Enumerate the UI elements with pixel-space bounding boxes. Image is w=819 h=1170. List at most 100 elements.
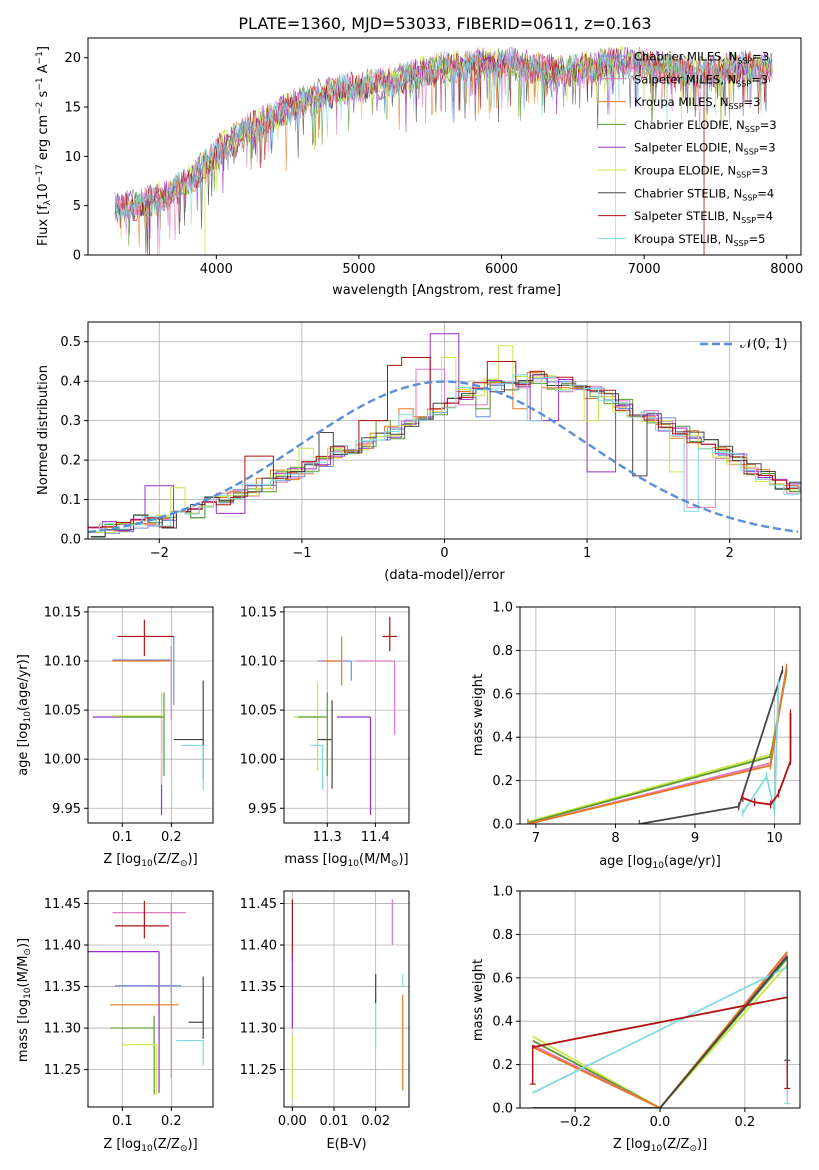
y-tick-label: 11.35 — [44, 980, 81, 995]
weight-line-chabrier_stelib — [639, 669, 784, 824]
x-tick-label: 0.2 — [161, 1114, 182, 1129]
x-axis-label-part: (Z/Z — [153, 852, 180, 867]
axes-frame — [87, 890, 214, 1108]
legend-sub: SSP — [734, 239, 749, 248]
legend-sub: SSP — [737, 57, 752, 66]
y-axis-label-sub: 10 — [23, 711, 33, 723]
y-tick-label: 0.4 — [492, 731, 513, 746]
x-tick-label: 11.4 — [361, 830, 390, 845]
x-axis-label-part: )] — [697, 1137, 707, 1152]
legend-entry: Kroupa ELODIE, NSSP=3 — [634, 164, 768, 180]
histogram-kroupa_miles — [88, 372, 801, 533]
y-tick-label: 10.15 — [44, 605, 81, 620]
legend-sub: SSP — [736, 79, 751, 88]
x-axis-label-sub: ⊙ — [180, 1144, 188, 1154]
legend-sub: SSP — [736, 171, 751, 180]
x-axis-label: age [log10(age/yr)] — [599, 854, 721, 871]
y-tick-label: 11.45 — [240, 897, 277, 912]
y-tick-label: 11.40 — [240, 939, 277, 954]
x-axis-label-sub: 10 — [141, 859, 153, 869]
weight-line-chabrier_stelib — [532, 955, 788, 1108]
x-tick-label: 6000 — [485, 262, 518, 277]
x-axis-label: mass [log10(M/M⊙)] — [284, 852, 408, 869]
histogram-salpeter_stelib — [88, 357, 801, 528]
x-tick-label: 0.1 — [112, 830, 133, 845]
y-axis-label-part: ] — [36, 46, 51, 51]
legend-entry: Salpeter MILES, NSSP=3 — [634, 72, 768, 88]
x-axis-label: Z [log10(Z/Z⊙)] — [613, 1137, 707, 1154]
plot-area — [291, 899, 404, 1099]
y-tick-label: 0.0 — [492, 1102, 513, 1117]
plot-area — [293, 616, 397, 816]
y-tick-label: 0.4 — [492, 1015, 513, 1030]
y-tick-label: 11.30 — [240, 1022, 277, 1037]
weight-line-kroupa_stelib — [532, 966, 788, 1094]
histogram-salpeter_elodie — [88, 333, 801, 531]
y-axis-label: age [log10(age/yr)] — [16, 654, 33, 776]
x-axis-label: E(B-V) — [326, 1137, 366, 1152]
x-tick-label: 11.3 — [313, 830, 342, 845]
y-axis-label: Normed distribution — [36, 365, 51, 495]
x-axis-label-part: )] — [398, 852, 408, 867]
x-axis-label-part: (age/yr)] — [664, 854, 721, 869]
y-axis-label: Flux [fλ10−17 erg cm−2 s−1 A−1] — [35, 46, 53, 246]
y-tick-label: 10.10 — [240, 655, 277, 670]
legend-text: Kroupa ELODIE, N — [634, 164, 736, 178]
plot-area — [88, 333, 801, 538]
x-axis-label-part: )] — [188, 1137, 198, 1152]
legend-entry: 𝒩(0, 1) — [740, 337, 787, 352]
y-axis-label-part: A — [36, 64, 51, 77]
x-tick-label: 7000 — [628, 262, 661, 277]
legend-text: =3 — [751, 164, 768, 178]
y-tick-label: 11.45 — [44, 897, 81, 912]
y-tick-label: 11.40 — [44, 939, 81, 954]
axes-frame — [283, 890, 410, 1108]
y-axis-label-part: (M/M — [16, 956, 31, 988]
legend-sub: SSP — [745, 125, 760, 134]
legend-text: Chabrier STELIB, N — [634, 186, 742, 200]
y-tick-label: 15 — [64, 101, 81, 116]
x-axis-label-part: (Z/Z — [662, 1137, 689, 1152]
y-tick-label: 0.4 — [60, 375, 81, 390]
plot-area — [529, 951, 791, 1108]
legend-entry: Chabrier ELODIE, NSSP=3 — [634, 118, 777, 134]
y-tick-label: 0 — [73, 249, 81, 264]
legend-entry: Chabrier MILES, NSSP=3 — [634, 50, 769, 66]
x-tick-label: 4000 — [200, 262, 233, 277]
legend-text: =3 — [744, 95, 761, 109]
mass-weight-z-panel: −0.2 0.0 0.2 0.0 0.2 0.4 0.6 0.8 1.0 mass weight Z… — [471, 885, 801, 1154]
y-tick-label: 10.00 — [44, 753, 81, 768]
legend-text: Kroupa STELIB, N — [634, 232, 734, 246]
legend-sub: SSP — [744, 148, 759, 157]
x-axis-label-sub: ⊙ — [391, 859, 399, 869]
x-axis-label-part: (Z/Z — [153, 1137, 180, 1152]
y-tick-label: 0.5 — [60, 335, 81, 350]
plot-area — [114, 45, 773, 255]
mass-weight-age-panel: 7 8 9 10 0.0 0.2 0.4 0.6 0.8 1.0 mass weight age [l… — [471, 601, 801, 871]
y-tick-label: 1.0 — [492, 601, 513, 616]
y-tick-label: 11.35 — [240, 980, 277, 995]
y-axis-label-part: mass [log — [16, 999, 31, 1062]
plot-area — [527, 663, 792, 824]
legend-text: Kroupa MILES, N — [634, 95, 729, 109]
y-tick-label: 0.8 — [492, 928, 513, 943]
legend-entry: Kroupa STELIB, NSSP=5 — [634, 232, 765, 248]
residuals-panel: −2 −1 0 1 2 0.0 0.1 0.2 0.3 0.4 0.5 𝒩(0, 1) (data-mo… — [36, 321, 802, 583]
y-tick-label: 9.95 — [248, 802, 277, 817]
axes-frame — [87, 37, 802, 256]
x-axis-label-part: (M/M — [359, 852, 391, 867]
x-axis-label: Z [log10(Z/Z⊙)] — [103, 1137, 197, 1154]
x-tick-label: 8000 — [770, 262, 803, 277]
gaussian-curve — [88, 380, 799, 534]
plot-area — [88, 900, 204, 1095]
legend-entry: Salpeter ELODIE, NSSP=3 — [634, 141, 776, 157]
y-tick-label: 10 — [64, 150, 81, 165]
axes-frame — [519, 606, 801, 825]
weight-line-salpeter_stelib — [532, 996, 788, 1049]
y-axis-label-part: 10 — [36, 183, 51, 200]
y-tick-label: 0.1 — [60, 493, 81, 508]
weight-line-kroupa_miles — [532, 951, 788, 1108]
y-axis-label-part: erg cm — [36, 115, 51, 164]
x-tick-label: −0.2 — [559, 1115, 591, 1130]
